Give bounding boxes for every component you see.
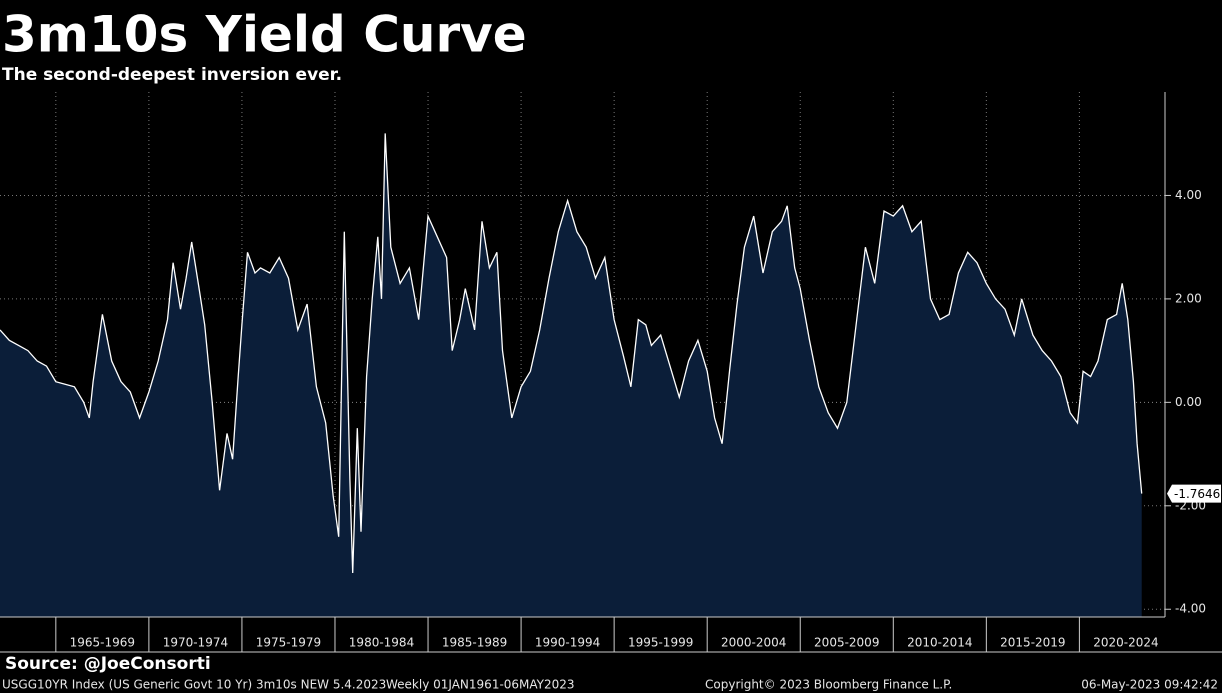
x-tick-label: 2000-2004 bbox=[721, 636, 786, 650]
footer-copyright: Copyright© 2023 Bloomberg Finance L.P. bbox=[705, 678, 952, 692]
x-tick-label: 1965-1969 bbox=[70, 636, 135, 650]
last-value-box bbox=[1167, 484, 1221, 503]
y-tick-label: 0.00 bbox=[1175, 395, 1202, 409]
x-tick-label: 1990-1994 bbox=[535, 636, 600, 650]
x-tick-label: 1975-1979 bbox=[256, 636, 321, 650]
x-tick-label: 1970-1974 bbox=[163, 636, 228, 650]
footer-range: Weekly 01JAN1961-06MAY2023 bbox=[386, 678, 575, 692]
x-tick-label: 2005-2009 bbox=[814, 636, 879, 650]
y-tick-label: 2.00 bbox=[1175, 291, 1202, 305]
y-tick-label: 4.00 bbox=[1175, 188, 1202, 202]
line bbox=[0, 133, 1143, 574]
x-tick-label: 2010-2014 bbox=[907, 636, 972, 650]
x-tick-label: 2020-2024 bbox=[1093, 636, 1158, 650]
footer-date: 06-May-2023 09:42:42 bbox=[1081, 678, 1218, 692]
y-tick-label: -4.00 bbox=[1175, 602, 1206, 616]
x-tick-label: 1980-1984 bbox=[349, 636, 414, 650]
area bbox=[0, 133, 1142, 617]
last-value-label: -1.7646 bbox=[1174, 487, 1220, 501]
x-tick-label: 1985-1989 bbox=[442, 636, 507, 650]
chart-subtitle: The second-deepest inversion ever. bbox=[2, 65, 342, 85]
source: Source: @JoeConsorti bbox=[5, 654, 211, 674]
x-tick-label: 1995-1999 bbox=[628, 636, 693, 650]
x-tick-label: 2015-2019 bbox=[1000, 636, 1065, 650]
chart-title: 3m10s Yield Curve bbox=[2, 6, 527, 64]
footer-index: USGG10YR Index (US Generic Govt 10 Yr) 3… bbox=[2, 678, 386, 692]
